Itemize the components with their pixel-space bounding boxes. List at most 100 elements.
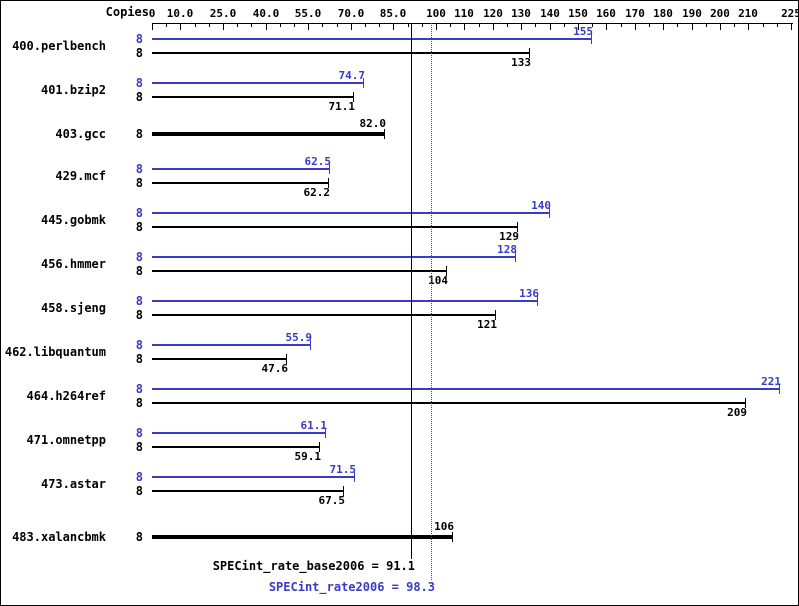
benchmark-label: 445.gobmk [40, 213, 106, 227]
benchmark-label: 471.omnetpp [26, 433, 106, 447]
benchmark-label: 403.gcc [55, 127, 106, 141]
copies-value: 8 [135, 90, 143, 104]
bar-end-cap [319, 442, 320, 452]
base-bar [152, 52, 530, 54]
bar-end-cap [286, 354, 287, 364]
base-bar [152, 270, 447, 272]
copies-value: 8 [135, 470, 143, 484]
peak-bar [152, 300, 538, 302]
bar-value-label: 121 [477, 318, 497, 331]
axis-major-tick [493, 24, 494, 30]
bar-value-label: 82.0 [359, 117, 387, 130]
bar-value-label: 62.5 [304, 155, 332, 168]
axis-major-tick [464, 24, 465, 30]
base-bar [152, 490, 344, 492]
bar-end-cap [779, 384, 780, 394]
benchmark-label: 462.libquantum [4, 345, 106, 359]
single-bar [152, 535, 453, 539]
copies-value: 8 [135, 176, 143, 190]
bar-end-cap [343, 486, 344, 496]
axis-major-tick [720, 24, 721, 30]
axis-minor-tick [734, 24, 735, 27]
axis-minor-tick [280, 24, 281, 27]
bar-end-cap [452, 532, 453, 542]
base-bar [152, 402, 746, 404]
axis-tick-label: 0 [148, 7, 156, 20]
axis-major-tick [748, 24, 749, 30]
reference-line-base [411, 23, 412, 559]
bar-end-cap [353, 92, 354, 102]
bar-value-label: 67.5 [318, 494, 346, 507]
bar-value-label: 155 [573, 25, 593, 38]
axis-minor-tick [294, 24, 295, 27]
bar-value-label: 106 [434, 520, 454, 533]
peak-bar [152, 388, 780, 390]
copies-value: 8 [135, 352, 143, 366]
benchmark-label: 400.perlbench [12, 39, 106, 53]
peak-bar [152, 344, 311, 346]
axis-minor-tick [422, 24, 423, 27]
reference-label-peak: SPECint_rate2006 = 98.3 [268, 580, 435, 594]
reference-line-peak [431, 23, 432, 580]
axis-minor-tick [195, 24, 196, 27]
copies-value: 8 [135, 264, 143, 278]
axis-major-tick [521, 24, 522, 30]
copies-value: 8 [135, 206, 143, 220]
axis-tick-label: 130 [511, 7, 531, 20]
axis-tick-label: 210 [738, 7, 758, 20]
benchmark-label: 401.bzip2 [40, 83, 106, 97]
axis-minor-tick [408, 24, 409, 27]
base-bar [152, 226, 518, 228]
copies-header-label: Copies [105, 5, 149, 19]
copies-value: 8 [135, 530, 143, 544]
axis-minor-tick [166, 24, 167, 27]
bar-value-label: 55.9 [285, 331, 313, 344]
bar-end-cap [363, 78, 364, 88]
axis-tick-label: 200 [710, 7, 730, 20]
benchmark-label: 473.astar [40, 477, 106, 491]
benchmark-label: 429.mcf [55, 169, 106, 183]
peak-bar [152, 168, 330, 170]
axis-major-tick [152, 24, 153, 30]
bar-value-label: 140 [531, 199, 551, 212]
bar-value-label: 221 [761, 375, 781, 388]
axis-minor-tick [763, 24, 764, 27]
axis-minor-tick [777, 24, 778, 27]
axis-major-tick [578, 24, 579, 30]
bar-value-label: 59.1 [294, 450, 322, 463]
benchmark-label: 456.hmmer [40, 257, 106, 271]
axis-tick-label: 55.0 [294, 7, 322, 20]
axis-minor-tick [535, 24, 536, 27]
axis-tick-label: 190 [682, 7, 702, 20]
axis-minor-tick [621, 24, 622, 27]
bar-value-label: 71.1 [328, 100, 356, 113]
axis-major-tick [635, 24, 636, 30]
bar-value-label: 62.2 [303, 186, 331, 199]
bar-end-cap [446, 266, 447, 276]
axis-minor-tick [592, 24, 593, 27]
bar-end-cap [549, 208, 550, 218]
bar-value-label: 104 [428, 274, 448, 287]
bar-value-label: 136 [519, 287, 539, 300]
axis-tick-label: 110 [454, 7, 474, 20]
axis-minor-tick [209, 24, 210, 27]
copies-value: 8 [135, 127, 143, 141]
bar-value-label: 74.7 [338, 69, 366, 82]
axis-minor-tick [677, 24, 678, 27]
axis-minor-tick [564, 24, 565, 27]
axis-tick-label: 40.0 [252, 7, 280, 20]
benchmark-label: 464.h264ref [26, 389, 106, 403]
benchmark-label: 483.xalancbmk [12, 530, 106, 544]
axis-major-tick [550, 24, 551, 30]
copies-value: 8 [135, 220, 143, 234]
base-bar [152, 314, 496, 316]
copies-value: 8 [135, 440, 143, 454]
peak-bar [152, 256, 516, 258]
base-bar [152, 182, 329, 184]
copies-value: 8 [135, 484, 143, 498]
bar-end-cap [325, 428, 326, 438]
bar-value-label: 61.1 [300, 419, 328, 432]
peak-bar [152, 38, 592, 40]
